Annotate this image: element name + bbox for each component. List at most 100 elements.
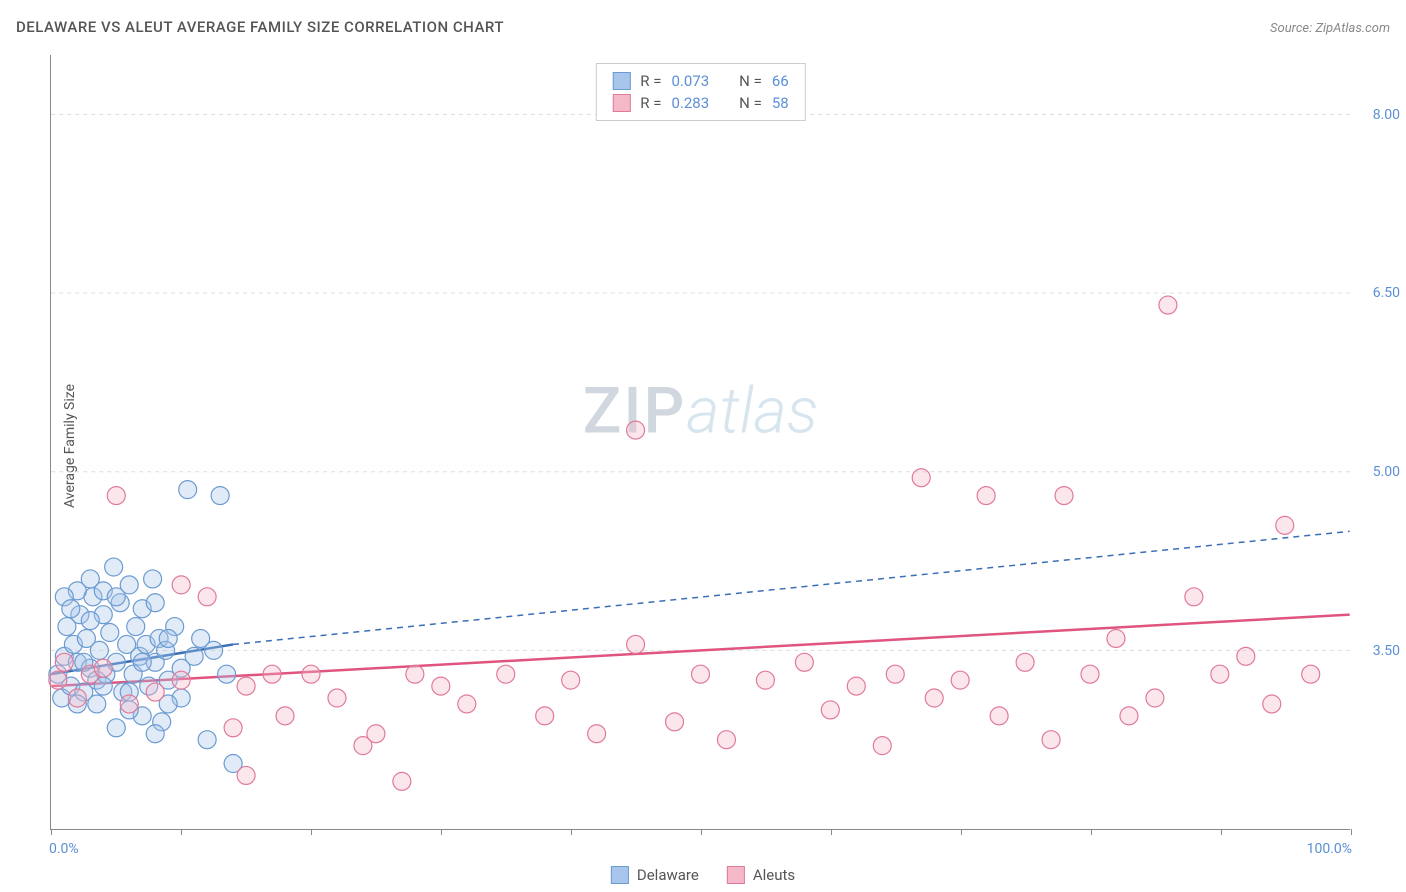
data-point-aleut [1016, 653, 1034, 671]
y-tick-label: 3.50 [1355, 643, 1400, 659]
data-point-aleut [951, 671, 969, 689]
data-point-delaware [185, 647, 203, 665]
data-point-delaware [205, 641, 223, 659]
legend-swatch-aleut [727, 866, 745, 884]
data-point-aleut [1159, 296, 1177, 314]
data-point-aleut [328, 689, 346, 707]
r-value: 0.283 [671, 94, 709, 112]
data-point-delaware [179, 481, 197, 499]
data-point-delaware [127, 618, 145, 636]
data-point-aleut [432, 677, 450, 695]
data-point-aleut [458, 695, 476, 713]
data-point-aleut [276, 707, 294, 725]
x-tick [701, 829, 702, 835]
n-value: 58 [772, 94, 789, 112]
legend-item-aleut: Aleuts [727, 866, 795, 884]
source-attribution: Source: ZipAtlas.com [1270, 21, 1390, 36]
data-point-aleut [94, 659, 112, 677]
data-point-aleut [497, 665, 515, 683]
n-label: N = [739, 72, 762, 90]
data-point-aleut [717, 731, 735, 749]
data-point-delaware [101, 624, 119, 642]
data-point-aleut [1055, 487, 1073, 505]
r-label: R = [640, 94, 661, 112]
data-point-aleut [977, 487, 995, 505]
x-tick [51, 829, 52, 835]
legend-label-aleut: Aleuts [753, 866, 795, 884]
x-max-label: 100.0% [1307, 841, 1352, 857]
data-point-delaware [105, 558, 123, 576]
data-point-delaware [146, 594, 164, 612]
x-tick [571, 829, 572, 835]
data-point-delaware [81, 612, 99, 630]
swatch-delaware [612, 72, 630, 90]
data-point-aleut [393, 772, 411, 790]
data-point-delaware [159, 629, 177, 647]
data-point-delaware [218, 665, 236, 683]
data-point-aleut [120, 695, 138, 713]
data-point-aleut [1120, 707, 1138, 725]
data-point-aleut [1146, 689, 1164, 707]
data-point-delaware [198, 731, 216, 749]
data-point-aleut [990, 707, 1008, 725]
x-tick [441, 829, 442, 835]
data-point-delaware [107, 588, 125, 606]
source-prefix: Source: [1270, 21, 1315, 36]
data-point-aleut [1107, 629, 1125, 647]
data-point-aleut [1237, 647, 1255, 665]
x-tick [1221, 829, 1222, 835]
x-tick [961, 829, 962, 835]
data-point-aleut [172, 671, 190, 689]
data-point-aleut [1081, 665, 1099, 683]
data-point-aleut [68, 689, 86, 707]
data-point-delaware [211, 487, 229, 505]
y-tick-label: 8.00 [1355, 107, 1400, 123]
data-point-aleut [237, 677, 255, 695]
title-bar: DELAWARE VS ALEUT AVERAGE FAMILY SIZE CO… [16, 18, 1390, 36]
data-point-delaware [107, 719, 125, 737]
plot-area: ZIPatlas R = 0.073N = 66R = 0.283N = 58 … [50, 55, 1350, 830]
data-point-aleut [406, 665, 424, 683]
source-name: ZipAtlas.com [1315, 21, 1390, 36]
data-point-aleut [146, 683, 164, 701]
bottom-legend: Delaware Aleuts [611, 866, 795, 884]
y-tick-label: 5.00 [1355, 464, 1400, 480]
data-point-aleut [49, 671, 67, 689]
data-point-aleut [237, 766, 255, 784]
data-point-aleut [1042, 731, 1060, 749]
data-point-aleut [847, 677, 865, 695]
data-point-delaware [144, 570, 162, 588]
n-value: 66 [772, 72, 789, 90]
data-point-aleut [666, 713, 684, 731]
data-point-aleut [302, 665, 320, 683]
data-point-aleut [172, 576, 190, 594]
data-point-aleut [367, 725, 385, 743]
x-tick [181, 829, 182, 835]
x-min-label: 0.0% [49, 841, 79, 857]
data-point-delaware [62, 600, 80, 618]
data-point-aleut [795, 653, 813, 671]
data-point-aleut [925, 689, 943, 707]
chart-title: DELAWARE VS ALEUT AVERAGE FAMILY SIZE CO… [16, 18, 504, 36]
data-point-delaware [133, 653, 151, 671]
data-point-aleut [263, 665, 281, 683]
data-point-aleut [1276, 516, 1294, 534]
data-point-delaware [81, 570, 99, 588]
n-label: N = [739, 94, 762, 112]
legend-item-delaware: Delaware [611, 866, 699, 884]
swatch-aleut [612, 94, 630, 112]
stats-row-delaware: R = 0.073N = 66 [612, 70, 788, 92]
data-point-aleut [821, 701, 839, 719]
data-point-aleut [562, 671, 580, 689]
data-point-aleut [1263, 695, 1281, 713]
data-point-aleut [873, 737, 891, 755]
data-point-aleut [1302, 665, 1320, 683]
data-point-aleut [588, 725, 606, 743]
data-point-delaware [88, 695, 106, 713]
r-label: R = [640, 72, 661, 90]
legend-label-delaware: Delaware [637, 866, 699, 884]
data-point-aleut [107, 487, 125, 505]
data-point-aleut [692, 665, 710, 683]
data-point-delaware [146, 725, 164, 743]
legend-swatch-delaware [611, 866, 629, 884]
